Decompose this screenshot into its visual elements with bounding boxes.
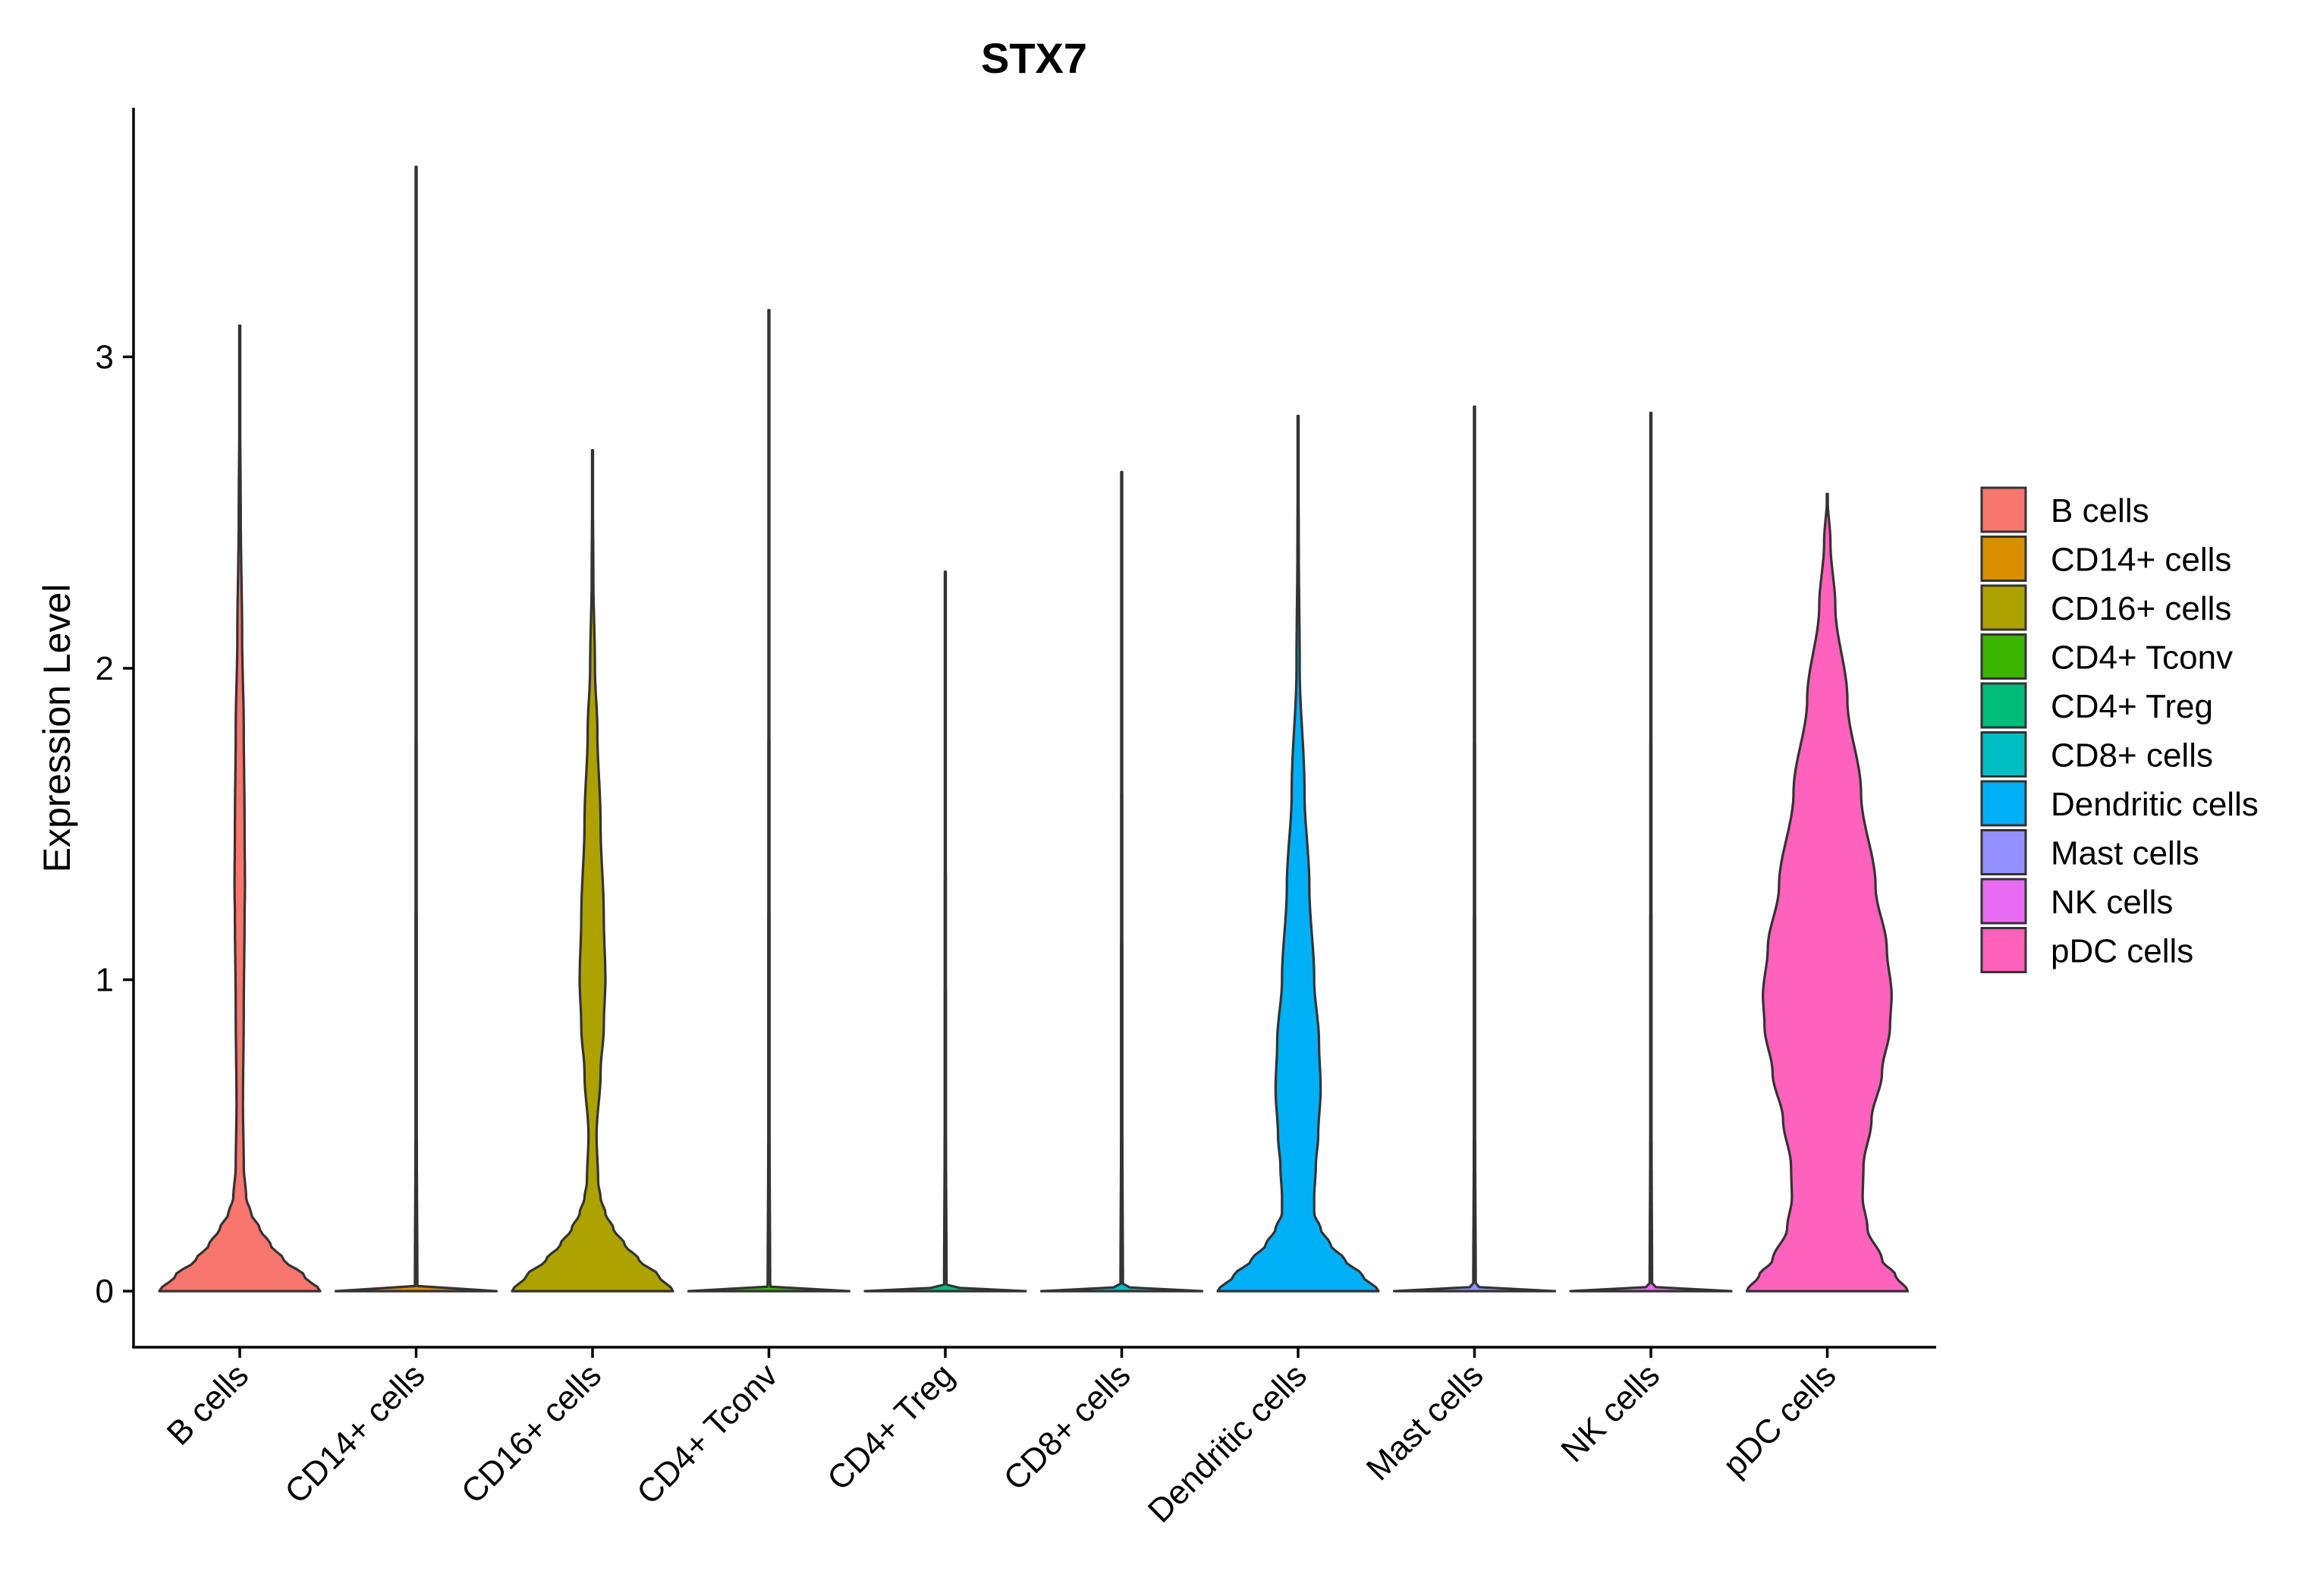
legend-key-pdc-cells	[1980, 927, 2027, 973]
legend-key-cd4-treg	[1980, 682, 2027, 729]
violins-group	[158, 165, 1910, 1293]
legend-label: CD14+ cells	[2051, 542, 2231, 579]
violin-cd4-tconv	[687, 309, 851, 1293]
chart-title: STX7	[981, 34, 1087, 82]
legend-label: pDC cells	[2051, 933, 2193, 970]
legend: B cells CD14+ cells CD16+ cells CD4+ Tconv C…	[1980, 486, 2259, 973]
legend-label: CD4+ Tconv	[2051, 639, 2233, 677]
violin-cd16-cells	[511, 449, 674, 1293]
x-tick-label: B cells	[160, 1356, 256, 1452]
y-axis-title: Expression Level	[36, 584, 78, 873]
x-tick-label: NK cells	[1554, 1356, 1667, 1469]
x-tick-label: pDC cells	[1716, 1356, 1844, 1484]
y-tick-label: 0	[96, 1273, 114, 1310]
violin-mast-cells	[1392, 405, 1557, 1293]
legend-label: NK cells	[2051, 884, 2173, 921]
legend-label: B cells	[2051, 492, 2149, 529]
legend-key-cd14-cells	[1980, 536, 2027, 582]
axes-group: 0 1 2 3 B cells CD14+ cells CD16+ cells CD4+ Tc…	[96, 108, 1936, 1530]
violin-b-cells	[158, 324, 322, 1293]
legend-label: CD16+ cells	[2051, 590, 2231, 627]
legend-label: Dendritic cells	[2051, 786, 2259, 823]
legend-key-nk-cells	[1980, 878, 2027, 925]
x-tick-label: CD8+ cells	[997, 1356, 1138, 1497]
violin-cd8-cells	[1039, 470, 1204, 1293]
y-tick-label: 3	[96, 338, 114, 375]
legend-key-dendritic-cells	[1980, 780, 2027, 827]
x-tick-label: Mast cells	[1360, 1356, 1491, 1488]
violin-nk-cells	[1569, 411, 1733, 1293]
legend-key-mast-cells	[1980, 829, 2027, 875]
x-tick-label: CD16+ cells	[454, 1356, 608, 1510]
legend-key-b-cells	[1980, 486, 2027, 533]
legend-key-cd8-cells	[1980, 731, 2027, 778]
y-tick-label: 1	[96, 962, 114, 999]
violin-cd14-cells	[334, 165, 498, 1293]
x-tick-label: CD4+ Tconv	[630, 1356, 784, 1511]
x-tick-label: CD4+ Treg	[820, 1356, 961, 1497]
legend-label: CD8+ cells	[2051, 737, 2213, 774]
violin-pdc-cells	[1745, 492, 1910, 1293]
legend-key-cd4-tconv	[1980, 633, 2027, 680]
legend-key-cd16-cells	[1980, 584, 2027, 631]
y-tick-label: 2	[96, 650, 114, 687]
violin-cd4-treg	[863, 570, 1027, 1293]
legend-label: Mast cells	[2051, 835, 2199, 872]
legend-label: CD4+ Treg	[2051, 688, 2213, 725]
x-tick-label: CD14+ cells	[278, 1356, 432, 1510]
violin-dendritic-cells	[1216, 414, 1380, 1293]
x-tick-label: Dendritic cells	[1141, 1356, 1314, 1529]
